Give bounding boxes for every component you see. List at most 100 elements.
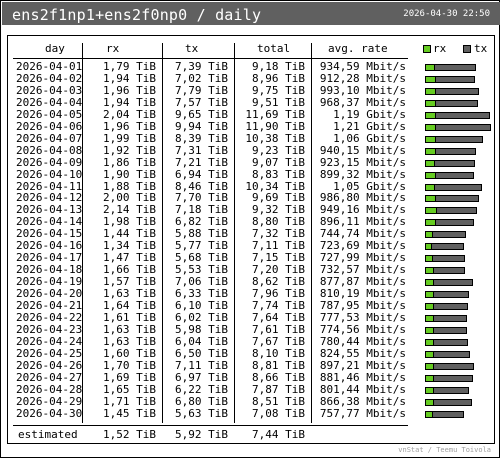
tx-bar: [435, 76, 475, 83]
row-rx: 1,60 TiB: [103, 347, 156, 360]
tx-bar: [435, 88, 479, 95]
row-tx: 5,68 TiB: [175, 251, 228, 264]
estimated-divider: [13, 425, 408, 426]
row-tx: 9,94 TiB: [175, 120, 228, 133]
row-tx: 6,94 TiB: [175, 168, 228, 181]
row-tx: 9,65 TiB: [175, 108, 228, 121]
header-divider: [13, 58, 408, 59]
row-total: 7,64 TiB: [252, 311, 305, 324]
estimated-label: estimated: [18, 428, 78, 441]
tx-bar: [433, 327, 467, 334]
estimated-tx: 5,92 TiB: [175, 428, 228, 441]
row-day: 2026-04-12: [16, 191, 83, 204]
tx-bar: [435, 172, 474, 179]
tx-bar: [434, 184, 482, 191]
row-total: 8,80 TiB: [252, 215, 305, 228]
row-total: 9,75 TiB: [252, 84, 305, 97]
tx-bar: [434, 160, 475, 167]
row-total: 8,83 TiB: [252, 168, 305, 181]
row-rx: 1,92 TiB: [103, 144, 156, 157]
tx-bar: [435, 195, 479, 202]
row-day: 2026-04-30: [16, 407, 83, 420]
column-header-avg-rate: avg. rate: [328, 42, 388, 55]
row-rx: 1,45 TiB: [103, 407, 156, 420]
row-day: 2026-04-01: [16, 60, 83, 73]
row-day: 2026-04-29: [16, 395, 83, 408]
tx-bar: [433, 363, 474, 370]
row-total: 7,87 TiB: [252, 383, 305, 396]
row-tx: 7,31 TiB: [175, 144, 228, 157]
row-tx: 7,57 TiB: [175, 96, 228, 109]
tx-bar: [433, 303, 468, 310]
row-rx: 1,63 TiB: [103, 323, 156, 336]
tx-bar: [432, 411, 464, 418]
row-avg-rate: 1,06 Gbit/s: [333, 132, 406, 145]
tx-bar: [435, 136, 483, 143]
row-rx: 1,86 TiB: [103, 156, 156, 169]
row-avg-rate: 866,38 Mbit/s: [319, 395, 406, 408]
row-day: 2026-04-20: [16, 287, 83, 300]
legend-rx-swatch: [423, 45, 431, 53]
row-avg-rate: 949,16 Mbit/s: [319, 203, 406, 216]
row-day: 2026-04-17: [16, 251, 83, 264]
row-day: 2026-04-27: [16, 371, 83, 384]
row-total: 7,74 TiB: [252, 299, 305, 312]
row-rx: 1,71 TiB: [103, 395, 156, 408]
row-tx: 5,77 TiB: [175, 239, 228, 252]
row-day: 2026-04-26: [16, 359, 83, 372]
row-tx: 7,39 TiB: [175, 60, 228, 73]
row-avg-rate: 934,59 Mbit/s: [319, 60, 406, 73]
interface-title: ens2f1np1+ens2f0np0 / daily: [12, 6, 262, 24]
row-total: 7,08 TiB: [252, 407, 305, 420]
row-rx: 1,99 TiB: [103, 132, 156, 145]
row-rx: 1,64 TiB: [103, 299, 156, 312]
row-avg-rate: 923,15 Mbit/s: [319, 156, 406, 169]
row-tx: 6,04 TiB: [175, 335, 228, 348]
row-rx: 1,96 TiB: [103, 84, 156, 97]
row-total: 11,90 TiB: [245, 120, 305, 133]
row-total: 8,66 TiB: [252, 371, 305, 384]
tx-bar: [433, 375, 473, 382]
tx-bar: [433, 339, 468, 346]
tx-bar: [435, 219, 474, 226]
estimated-rx: 1,52 TiB: [103, 428, 156, 441]
row-tx: 6,80 TiB: [175, 395, 228, 408]
row-rx: 1,90 TiB: [103, 168, 156, 181]
title-bar: ens2f1np1+ens2f0np0 / daily 2026-04-30 2…: [2, 2, 500, 25]
row-avg-rate: 727,99 Mbit/s: [319, 251, 406, 264]
tx-bar: [435, 148, 476, 155]
tx-bar: [433, 267, 465, 274]
row-tx: 7,70 TiB: [175, 191, 228, 204]
row-total: 8,51 TiB: [252, 395, 305, 408]
row-avg-rate: 968,37 Mbit/s: [319, 96, 406, 109]
row-day: 2026-04-03: [16, 84, 83, 97]
row-avg-rate: 986,80 Mbit/s: [319, 191, 406, 204]
row-rx: 1,94 TiB: [103, 72, 156, 85]
column-header-rx: rx: [106, 42, 120, 55]
row-rx: 1,57 TiB: [103, 275, 156, 288]
row-avg-rate: 780,44 Mbit/s: [319, 335, 406, 348]
row-day: 2026-04-13: [16, 203, 83, 216]
row-rx: 2,14 TiB: [103, 203, 156, 216]
tx-bar: [433, 399, 472, 406]
generated-timestamp: 2026-04-30 22:50: [403, 9, 490, 19]
vnstat-credit: vnStat / Teemu Toivola: [398, 446, 491, 454]
row-total: 9,69 TiB: [252, 191, 305, 204]
row-tx: 7,21 TiB: [175, 156, 228, 169]
row-rx: 1,44 TiB: [103, 227, 156, 240]
row-rx: 1,96 TiB: [103, 120, 156, 133]
row-tx: 5,63 TiB: [175, 407, 228, 420]
tx-bar: [432, 255, 465, 262]
row-rx: 1,65 TiB: [103, 383, 156, 396]
row-avg-rate: 723,69 Mbit/s: [319, 239, 406, 252]
row-day: 2026-04-08: [16, 144, 83, 157]
row-avg-rate: 824,55 Mbit/s: [319, 347, 406, 360]
tx-bar: [433, 279, 473, 286]
row-total: 7,32 TiB: [252, 227, 305, 240]
row-rx: 1,61 TiB: [103, 311, 156, 324]
row-rx: 1,70 TiB: [103, 359, 156, 372]
row-avg-rate: 777,53 Mbit/s: [319, 311, 406, 324]
row-total: 7,15 TiB: [252, 251, 305, 264]
row-rx: 2,04 TiB: [103, 108, 156, 121]
row-total: 7,20 TiB: [252, 263, 305, 276]
